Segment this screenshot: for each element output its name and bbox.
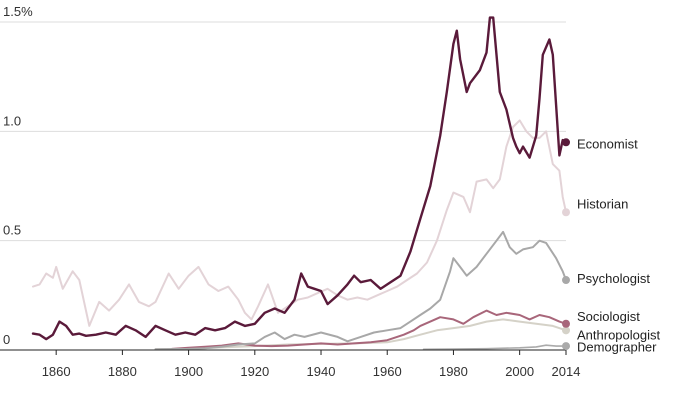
x-tick-label: 1980 bbox=[439, 364, 468, 379]
x-tick-label: 1940 bbox=[307, 364, 336, 379]
x-tick-label: 1880 bbox=[108, 364, 137, 379]
series-line-sociologist bbox=[171, 309, 567, 350]
series-label-psychologist: Psychologist bbox=[577, 271, 650, 286]
series-label-sociologist: Sociologist bbox=[577, 309, 640, 324]
y-axis: 0 0.5 1.0 1.5% bbox=[3, 4, 33, 347]
x-tick-label: 1860 bbox=[42, 364, 71, 379]
y-tick-label: 0 bbox=[3, 332, 10, 347]
y-tick-label: 1.0 bbox=[3, 113, 21, 128]
series-lines bbox=[31, 16, 568, 351]
x-tick-label: 1960 bbox=[373, 364, 402, 379]
series-line-economist bbox=[31, 16, 568, 341]
series-line-psychologist bbox=[154, 230, 567, 351]
series-line-anthropologist bbox=[154, 318, 567, 351]
gridlines bbox=[0, 21, 566, 242]
series-label-historian: Historian bbox=[577, 196, 628, 211]
series-label-demographer: Demographer bbox=[577, 340, 657, 355]
endpoint-dot-economist bbox=[562, 138, 570, 147]
y-tick-label: 0.5 bbox=[3, 223, 21, 238]
x-axis: 1860 1880 1900 1920 1940 1960 1980 2000 2014 bbox=[0, 349, 581, 379]
endpoint-dot-sociologist bbox=[562, 319, 570, 328]
series-endpoints bbox=[562, 138, 570, 351]
x-tick-label: 2014 bbox=[552, 364, 581, 379]
series-label-economist: Economist bbox=[577, 136, 638, 151]
series-line-historian bbox=[32, 119, 567, 327]
x-tick-label: 2000 bbox=[505, 364, 534, 379]
endpoint-dot-historian bbox=[562, 208, 570, 217]
y-tick-label: 1.5% bbox=[3, 4, 33, 19]
x-tick-label: 1920 bbox=[240, 364, 269, 379]
endpoint-dot-psychologist bbox=[562, 276, 570, 285]
series-line-demographer bbox=[422, 344, 567, 351]
x-tick-label: 1900 bbox=[174, 364, 203, 379]
series-label-anthropologist: Anthropologist bbox=[577, 328, 660, 343]
endpoint-dot-demographer bbox=[562, 342, 570, 351]
endpoint-dot-anthropologist bbox=[562, 326, 570, 335]
